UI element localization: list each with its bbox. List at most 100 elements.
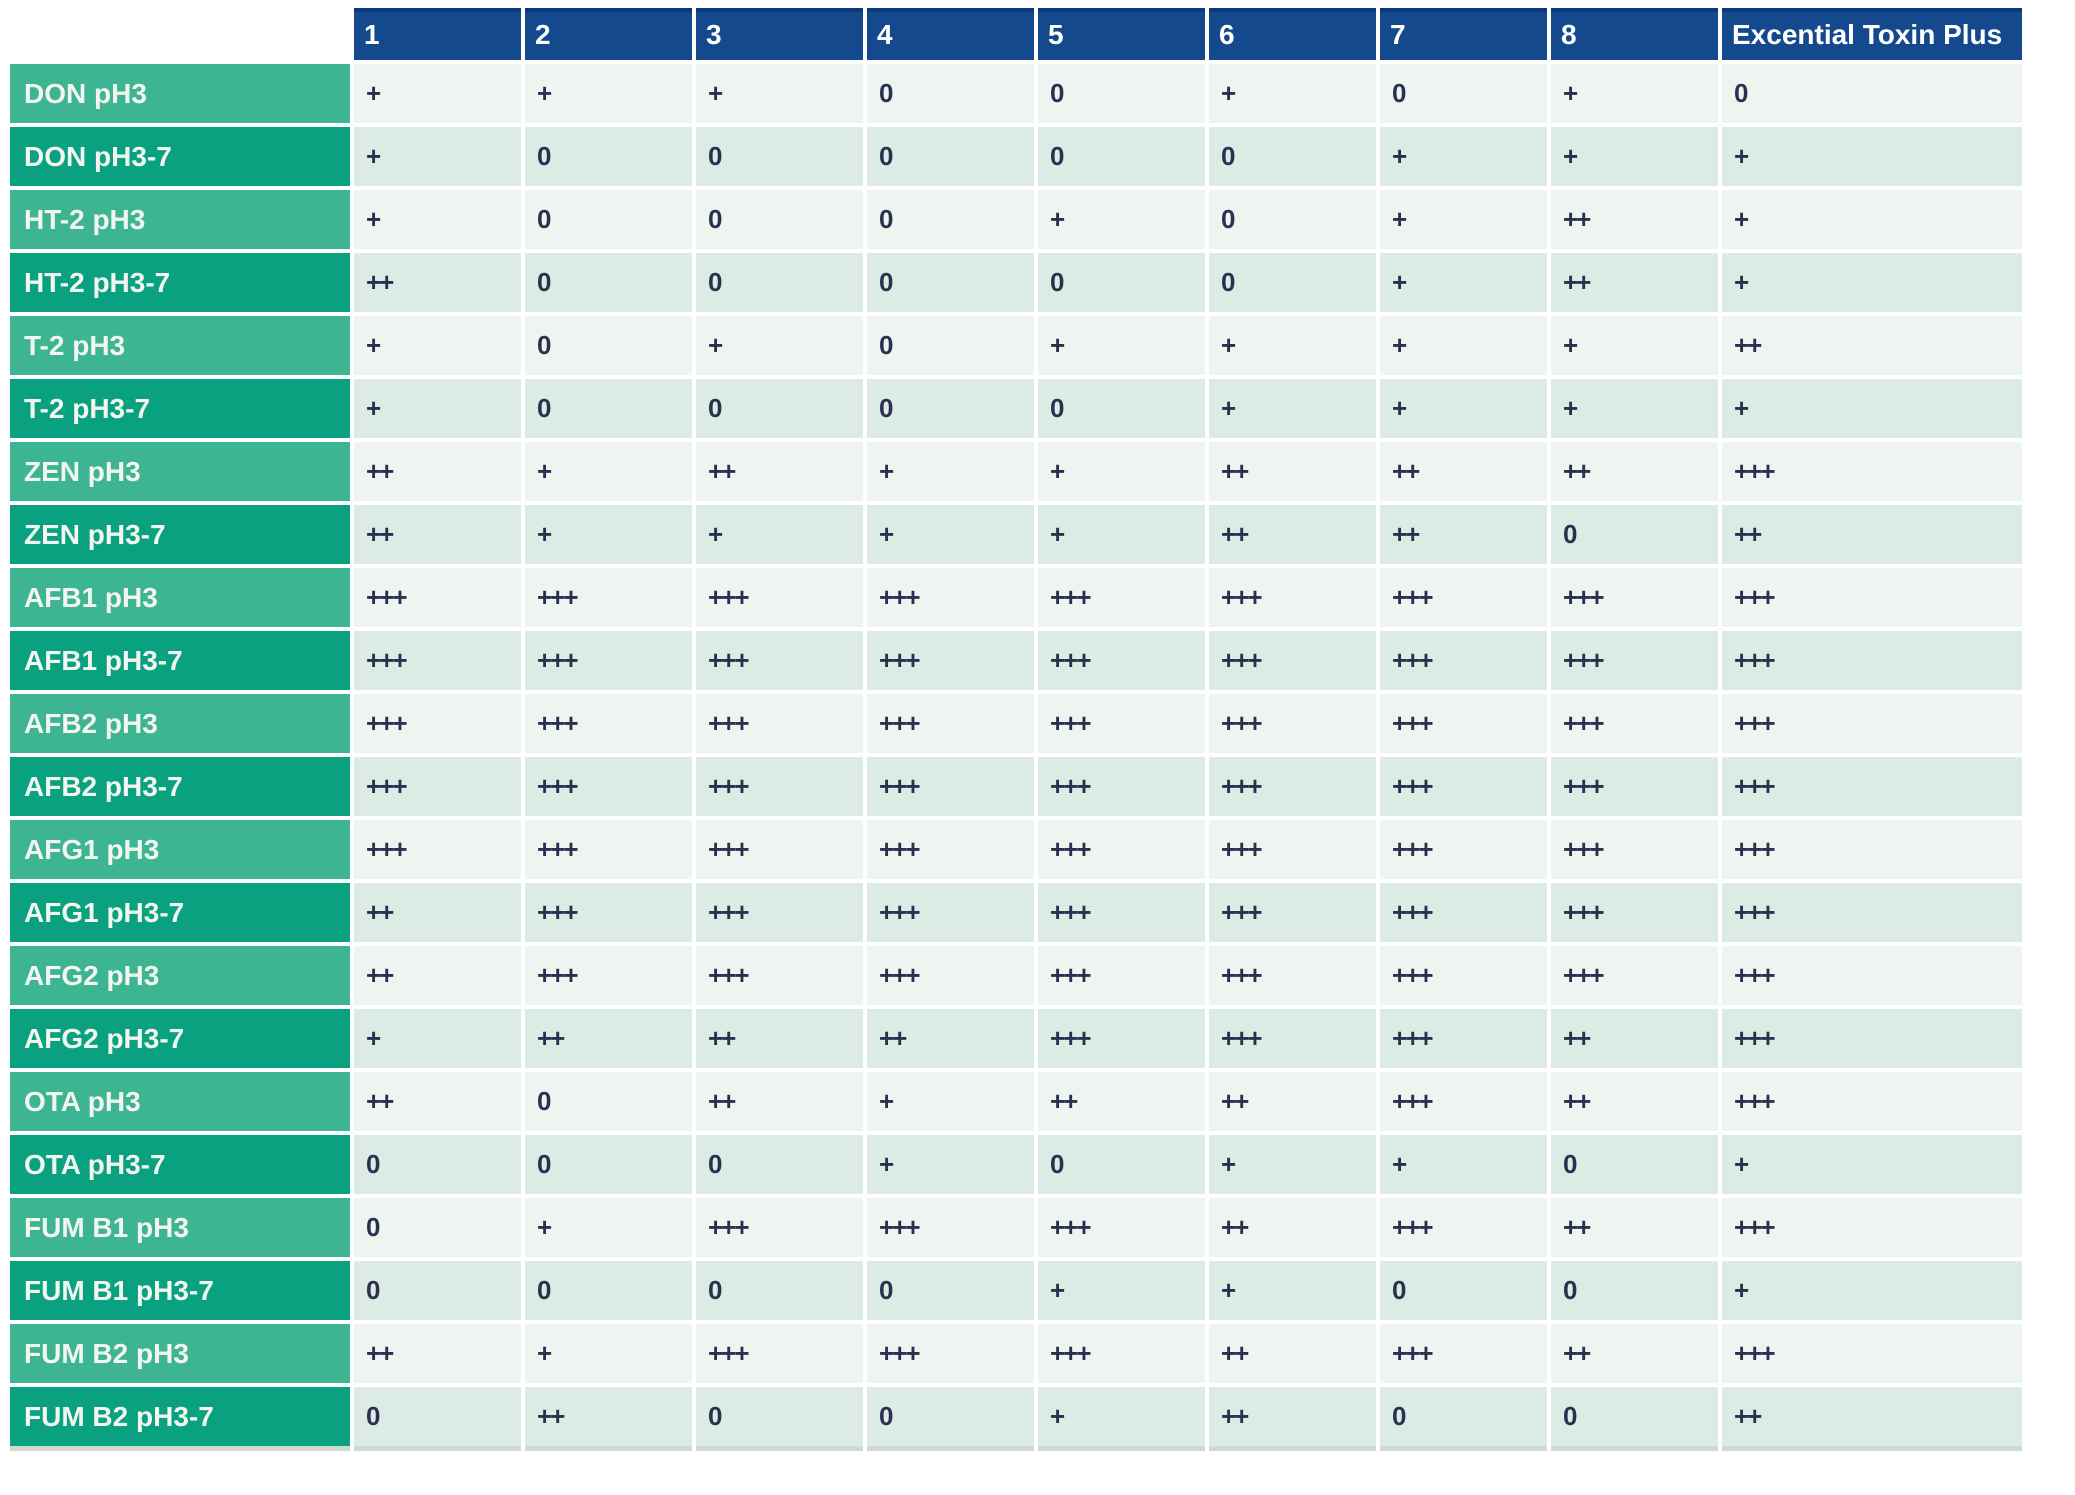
rating-cell: 0	[1038, 379, 1205, 438]
rating-cell: +++	[1722, 1198, 2022, 1257]
rating-cell: 0	[525, 190, 692, 249]
table-row-afb2-ph3: AFB2 pH3 +++ +++ +++ +++ +++ +++ +++ +++ +++	[10, 694, 2022, 753]
rating-cell: 0	[696, 1135, 863, 1194]
row-label: AFB1 pH3	[10, 568, 350, 627]
rating-cell: +++	[1380, 1009, 1547, 1068]
table-row-afb2-ph3-7: AFB2 pH3-7 +++ +++ +++ +++ +++ +++ +++ +++ +++	[10, 757, 2022, 816]
rating-cell: 0	[354, 1261, 521, 1320]
rating-cell: +++	[867, 883, 1034, 942]
rating-cell: 0	[867, 253, 1034, 312]
table-row-t-2-ph3-7: T-2 pH3-7 +0 0 0 0 + + + +	[10, 379, 2022, 438]
rating-cell: +++	[1722, 757, 2022, 816]
row-label: T-2 pH3	[10, 316, 350, 375]
rating-cell: +	[1380, 1135, 1547, 1194]
header-row: 1 2 3 4 5 6 7 8 Excential Toxin Plus	[10, 8, 2022, 60]
rating-cell: +++	[1038, 946, 1205, 1005]
rating-cell: +	[1038, 316, 1205, 375]
rating-cell: +	[696, 316, 863, 375]
rating-cell: +++	[1380, 631, 1547, 690]
rating-cell: 0	[1209, 253, 1376, 312]
rating-cell: +++	[1722, 1072, 2022, 1131]
rating-cell: +++	[1209, 757, 1376, 816]
table-row-ota-ph3-7: OTA pH3-7 0 0 0 +0 + +0 +	[10, 1135, 2022, 1194]
rating-cell: +	[1551, 379, 1718, 438]
table-row-zen-ph3-7: ZEN pH3-7 ++ + + + + ++ ++ 0 ++	[10, 505, 2022, 564]
rating-cell: ++	[1551, 1324, 1718, 1383]
rating-cell: +	[1380, 127, 1547, 186]
rating-cell: +	[1209, 379, 1376, 438]
table-row-fum-b1-ph3: FUM B1 pH3 0 + +++ +++ +++ ++ +++ ++ +++	[10, 1198, 2022, 1257]
table-row-afg1-ph3-7: AFG1 pH3-7 ++ +++ +++ +++ +++ +++ +++ +++ +++	[10, 883, 2022, 942]
rating-cell: 0	[1551, 505, 1718, 564]
rating-cell: +	[354, 379, 521, 438]
rating-cell: 0	[696, 253, 863, 312]
table-row-afb1-ph3: AFB1 pH3 +++ +++ +++ +++ +++ +++ +++ +++ +++	[10, 568, 2022, 627]
rating-cell: +++	[867, 1198, 1034, 1257]
rating-cell: 0	[867, 1261, 1034, 1320]
rating-cell: +++	[867, 946, 1034, 1005]
rating-cell: ++	[354, 1072, 521, 1131]
rating-cell: +++	[867, 757, 1034, 816]
rating-cell: ++	[696, 1009, 863, 1068]
column-header-4: 4	[867, 8, 1034, 60]
rating-cell: +++	[1551, 820, 1718, 879]
rating-cell: 0	[525, 127, 692, 186]
table-row-t-2-ph3: T-2 pH3 +0 +0 + + + + ++	[10, 316, 2022, 375]
rating-cell: +	[867, 1072, 1034, 1131]
rating-cell: 0	[867, 64, 1034, 123]
rating-cell: 0	[1380, 1261, 1547, 1320]
rating-cell: ++	[1209, 1324, 1376, 1383]
rating-cell: +++	[696, 568, 863, 627]
row-label: FUM B1 pH3-7	[10, 1261, 350, 1320]
row-label: AFG1 pH3-7	[10, 883, 350, 942]
rating-cell: +++	[1551, 757, 1718, 816]
rating-cell: ++	[867, 1009, 1034, 1068]
row-label: FUM B1 pH3	[10, 1198, 350, 1257]
table-row-fum-b1-ph3-7: FUM B1 pH3-7 0 0 0 0 + +0 0 +	[10, 1261, 2022, 1320]
table-row-afg2-ph3-7: AFG2 pH3-7 + ++ ++ ++ +++ +++ +++ ++ +++	[10, 1009, 2022, 1068]
rating-cell: +++	[525, 568, 692, 627]
rating-cell: +	[1722, 379, 2022, 438]
rating-cell: +++	[1209, 883, 1376, 942]
rating-cell: +++	[1038, 1198, 1205, 1257]
rating-cell: +++	[1551, 883, 1718, 942]
corner-cell	[10, 8, 350, 60]
rating-cell: ++	[1380, 505, 1547, 564]
rating-cell: 0	[525, 1261, 692, 1320]
rating-cell: 0	[1380, 1387, 1547, 1446]
rating-cell: +++	[1722, 820, 2022, 879]
rating-cell: 0	[696, 127, 863, 186]
rating-cell: +++	[1209, 946, 1376, 1005]
row-label: FUM B2 pH3-7	[10, 1387, 350, 1446]
rating-cell: +	[1209, 1261, 1376, 1320]
rating-cell: +	[867, 442, 1034, 501]
rating-cell: +	[354, 127, 521, 186]
rating-cell: +++	[696, 757, 863, 816]
table-row-afg1-ph3: AFG1 pH3 +++ +++ +++ +++ +++ +++ +++ +++ +++	[10, 820, 2022, 879]
rating-cell: ++	[1722, 505, 2022, 564]
rating-cell: 0	[1551, 1135, 1718, 1194]
mycotoxin-binding-table: 1 2 3 4 5 6 7 8 Excential Toxin Plus DON pH3 + + +0…	[6, 4, 2026, 1450]
table-row-ht-2-ph3-7: HT-2 pH3-7 ++ 0 0 0 0 0 + ++ +	[10, 253, 2022, 312]
rating-cell: +	[1722, 253, 2022, 312]
row-label: ZEN pH3	[10, 442, 350, 501]
rating-cell: +++	[525, 694, 692, 753]
rating-cell: 0	[1380, 64, 1547, 123]
rating-cell: +++	[696, 694, 863, 753]
rating-cell: 0	[867, 379, 1034, 438]
rating-cell: +++	[867, 1324, 1034, 1383]
column-header-6: 6	[1209, 8, 1376, 60]
rating-cell: +	[1380, 253, 1547, 312]
rating-cell: +++	[1380, 1072, 1547, 1131]
rating-cell: +++	[1722, 694, 2022, 753]
rating-cell: +	[1038, 1387, 1205, 1446]
table-row-zen-ph3: ZEN pH3 ++ + ++ + + ++ ++ ++ +++	[10, 442, 2022, 501]
rating-cell: ++	[1209, 505, 1376, 564]
row-label: OTA pH3	[10, 1072, 350, 1131]
rating-cell: +	[1380, 190, 1547, 249]
rating-cell: +++	[1380, 820, 1547, 879]
rating-cell: +	[1380, 316, 1547, 375]
table-row-don-ph3: DON pH3 + + +0 0 +0 +0	[10, 64, 2022, 123]
rating-cell: 0	[525, 253, 692, 312]
table-row-don-ph3-7: DON pH3-7 +0 0 0 0 0 + + +	[10, 127, 2022, 186]
